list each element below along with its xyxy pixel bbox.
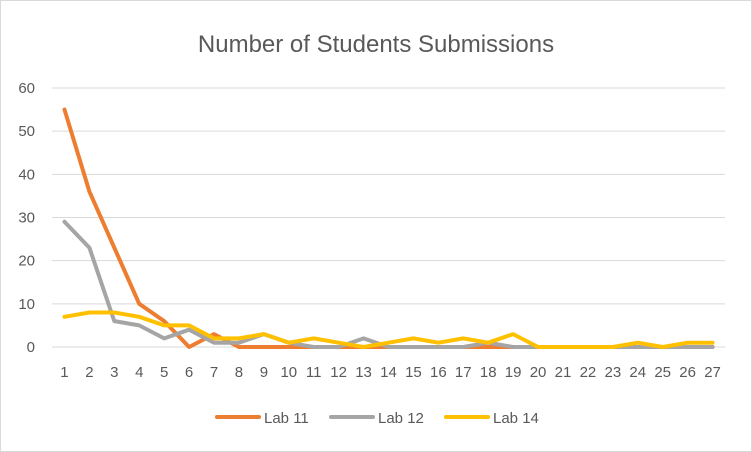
x-tick-label: 22 [580,364,597,381]
legend-label: Lab 12 [378,410,424,427]
legend-label: Lab 14 [493,410,539,427]
x-tick-label: 17 [455,364,472,381]
x-tick-label: 25 [654,364,671,381]
x-tick-label: 5 [160,364,168,381]
series-line-lab-12 [62,219,715,349]
x-tick-label: 9 [260,364,268,381]
legend-item-lab-11: Lab 11 [215,410,309,427]
x-tick-label: 12 [330,364,347,381]
y-tick-label: 0 [27,339,35,356]
x-tick-label: 14 [380,364,397,381]
chart-title: Number of Students Submissions [198,31,554,58]
y-tick-label: 50 [18,123,35,140]
x-tick-label: 26 [679,364,696,381]
x-tick-label: 13 [355,364,372,381]
x-tick-label: 6 [185,364,193,381]
series-line-lab-11 [62,107,715,349]
x-tick-label: 8 [235,364,243,381]
x-tick-label: 11 [306,364,322,381]
y-axis-ticks: 0 10 20 30 40 50 60 [18,80,35,356]
x-tick-label: 10 [280,364,297,381]
x-tick-label: 3 [110,364,118,381]
y-tick-label: 40 [18,166,35,183]
x-tick-label: 27 [704,364,721,381]
x-tick-label: 16 [430,364,447,381]
x-tick-label: 1 [60,364,68,381]
x-tick-label: 4 [135,364,143,381]
x-tick-label: 21 [555,364,572,381]
x-tick-label: 18 [480,364,497,381]
x-tick-label: 23 [604,364,621,381]
y-tick-label: 30 [18,210,35,227]
x-axis-ticks: 1 2 3 4 5 6 7 8 9 10 11 12 13 14 15 16 17 18 19 20 21 22 23 24 2… [60,364,721,381]
series-line-lab-14 [62,310,715,349]
x-tick-label: 7 [210,364,218,381]
x-tick-label: 20 [530,364,547,381]
y-tick-label: 60 [18,80,35,97]
x-tick-label: 2 [85,364,93,381]
y-tick-label: 10 [18,296,35,313]
x-tick-label: 19 [505,364,522,381]
legend-item-lab-14: Lab 14 [444,410,539,427]
legend: Lab 11 Lab 12 Lab 14 [215,410,539,427]
y-tick-label: 20 [18,253,35,270]
legend-item-lab-12: Lab 12 [329,410,424,427]
legend-label: Lab 11 [264,410,309,427]
x-tick-label: 15 [405,364,422,381]
series-lines [62,107,715,349]
x-tick-label: 24 [629,364,646,381]
gridlines [52,87,725,348]
